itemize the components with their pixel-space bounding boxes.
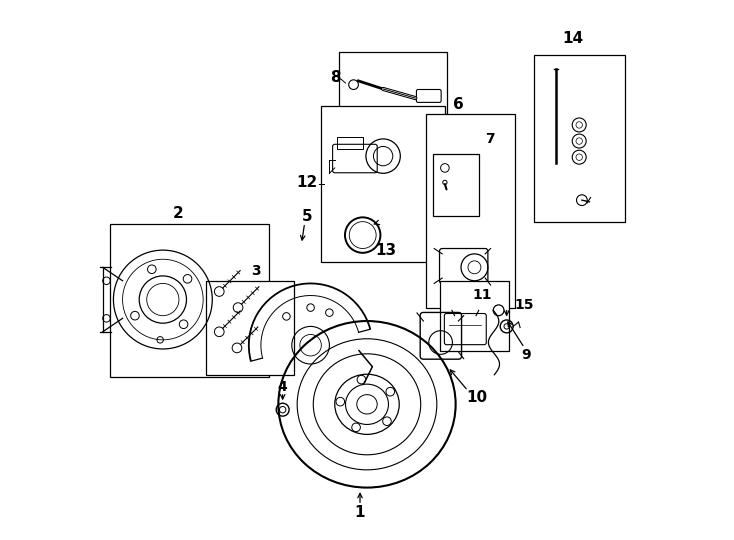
Bar bbox=[338, 137, 363, 149]
Text: 1: 1 bbox=[355, 505, 366, 521]
Text: 11: 11 bbox=[473, 288, 493, 302]
Bar bbox=[433, 154, 479, 217]
Bar bbox=[426, 114, 515, 308]
Text: 13: 13 bbox=[376, 242, 397, 258]
Text: 12: 12 bbox=[297, 175, 318, 190]
Bar bbox=[534, 55, 625, 221]
Text: 5: 5 bbox=[302, 209, 312, 224]
Text: 3: 3 bbox=[251, 264, 261, 278]
Text: 4: 4 bbox=[277, 380, 288, 394]
Text: 10: 10 bbox=[466, 390, 487, 405]
Bar bbox=[110, 224, 269, 377]
Bar bbox=[321, 106, 445, 262]
Text: 14: 14 bbox=[562, 31, 584, 46]
Text: 9: 9 bbox=[521, 348, 531, 362]
Text: 15: 15 bbox=[515, 298, 534, 312]
Bar bbox=[339, 52, 446, 114]
Text: 2: 2 bbox=[172, 206, 184, 220]
Bar bbox=[440, 281, 509, 350]
Text: 7: 7 bbox=[484, 132, 494, 146]
Text: 8: 8 bbox=[330, 70, 341, 85]
Bar bbox=[206, 281, 294, 375]
Text: 6: 6 bbox=[453, 97, 464, 112]
